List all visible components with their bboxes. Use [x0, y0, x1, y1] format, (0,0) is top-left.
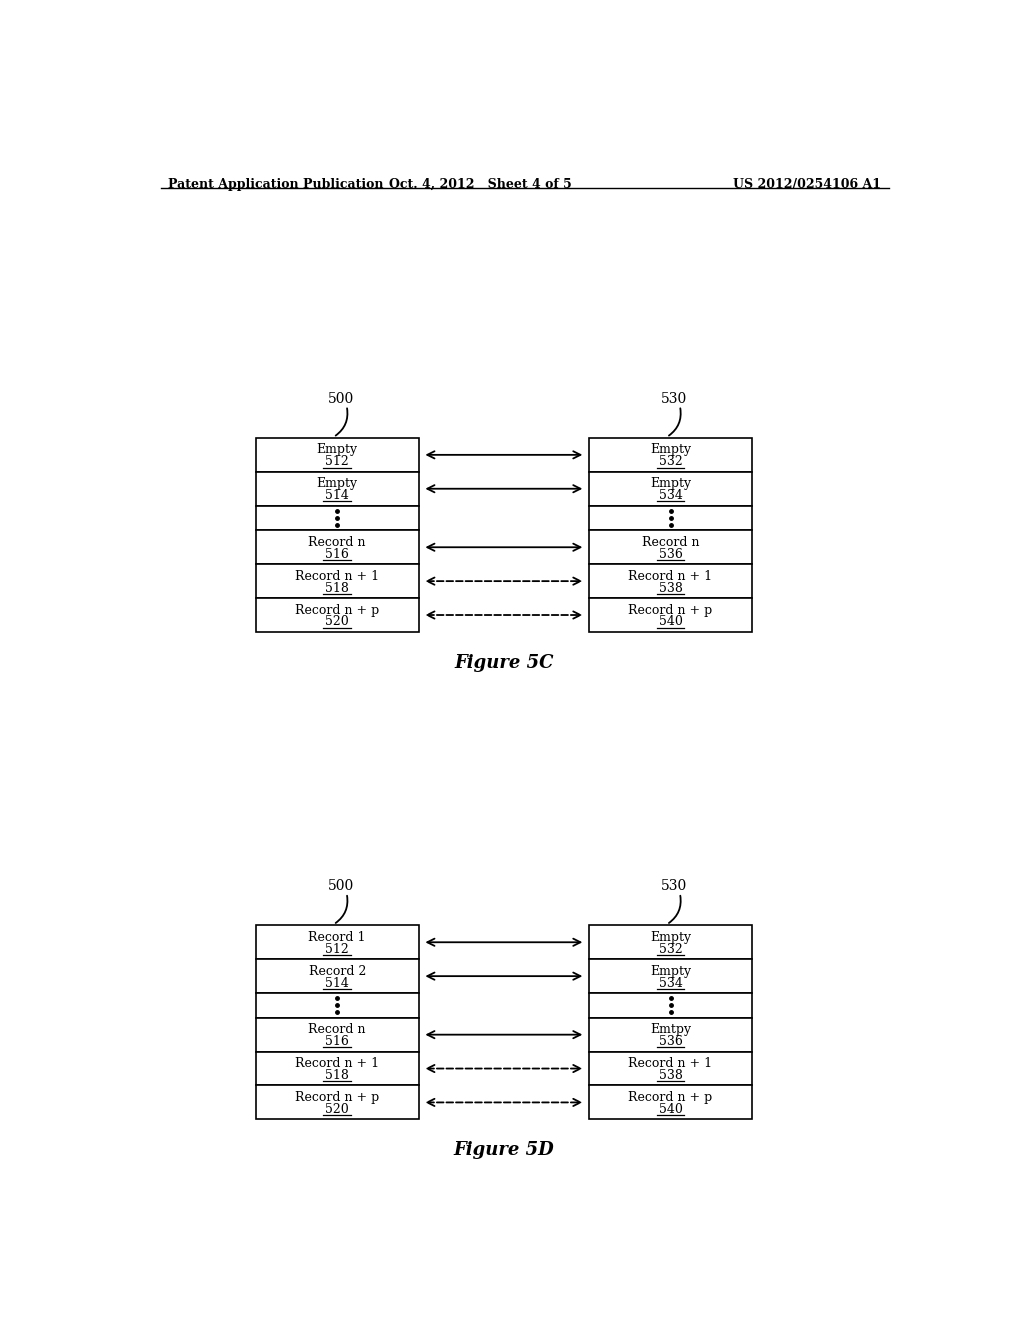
Text: 514: 514 [326, 490, 349, 502]
Text: Record n + p: Record n + p [295, 603, 379, 616]
Bar [256, 564, 419, 598]
Text: 518: 518 [326, 582, 349, 594]
Text: Empty: Empty [650, 965, 691, 978]
Text: Record n + 1: Record n + 1 [629, 1057, 713, 1071]
Text: Record n + p: Record n + p [629, 1090, 713, 1104]
Text: 512: 512 [326, 455, 349, 469]
Bar [256, 993, 419, 1018]
Bar [256, 960, 419, 993]
Text: Record n: Record n [308, 536, 366, 549]
Bar [256, 1085, 419, 1119]
Bar [589, 925, 752, 960]
Bar [589, 960, 752, 993]
Text: 540: 540 [658, 1102, 682, 1115]
Text: Record n + 1: Record n + 1 [629, 570, 713, 582]
Text: Empty: Empty [316, 444, 357, 457]
Text: Record n + 1: Record n + 1 [295, 570, 379, 582]
Text: Record 1: Record 1 [308, 931, 366, 944]
Bar [256, 438, 419, 471]
Text: 530: 530 [662, 392, 687, 405]
Text: 538: 538 [658, 1069, 682, 1082]
Text: Figure 5D: Figure 5D [454, 1140, 554, 1159]
Text: Record n: Record n [308, 1023, 366, 1036]
Text: Empty: Empty [650, 444, 691, 457]
Text: Record 2: Record 2 [308, 965, 366, 978]
Text: Figure 5C: Figure 5C [454, 653, 554, 672]
Text: 500: 500 [328, 879, 354, 894]
Text: 536: 536 [658, 1035, 682, 1048]
Text: 532: 532 [658, 455, 682, 469]
Bar [256, 1018, 419, 1052]
Bar [589, 564, 752, 598]
Bar [589, 471, 752, 506]
Text: Empty: Empty [316, 478, 357, 490]
Text: 512: 512 [326, 942, 349, 956]
Bar [256, 1052, 419, 1085]
Text: 520: 520 [326, 615, 349, 628]
Text: 518: 518 [326, 1069, 349, 1082]
Text: 540: 540 [658, 615, 682, 628]
Text: 530: 530 [662, 879, 687, 894]
Bar [589, 438, 752, 471]
Text: 538: 538 [658, 582, 682, 594]
Bar [589, 1085, 752, 1119]
Text: 516: 516 [326, 548, 349, 561]
Text: 520: 520 [326, 1102, 349, 1115]
Bar [589, 993, 752, 1018]
Bar [589, 1018, 752, 1052]
Text: Oct. 4, 2012   Sheet 4 of 5: Oct. 4, 2012 Sheet 4 of 5 [389, 178, 572, 190]
Text: Emtpy: Emtpy [650, 1023, 691, 1036]
Text: Empty: Empty [650, 931, 691, 944]
Text: 514: 514 [326, 977, 349, 990]
Text: Record n + p: Record n + p [295, 1090, 379, 1104]
Bar [589, 506, 752, 531]
Text: 536: 536 [658, 548, 682, 561]
Bar [256, 925, 419, 960]
Bar [589, 1052, 752, 1085]
Text: 534: 534 [658, 977, 682, 990]
Text: Patent Application Publication: Patent Application Publication [168, 178, 384, 190]
Text: 516: 516 [326, 1035, 349, 1048]
Text: US 2012/0254106 A1: US 2012/0254106 A1 [733, 178, 882, 190]
Text: 532: 532 [658, 942, 682, 956]
Text: Record n + 1: Record n + 1 [295, 1057, 379, 1071]
Text: Record n + p: Record n + p [629, 603, 713, 616]
Text: 500: 500 [328, 392, 354, 405]
Bar [589, 531, 752, 564]
Text: Empty: Empty [650, 478, 691, 490]
Text: Record n: Record n [642, 536, 699, 549]
Bar [256, 531, 419, 564]
Text: 534: 534 [658, 490, 682, 502]
Bar [256, 598, 419, 632]
Bar [256, 471, 419, 506]
Bar [589, 598, 752, 632]
Bar [256, 506, 419, 531]
